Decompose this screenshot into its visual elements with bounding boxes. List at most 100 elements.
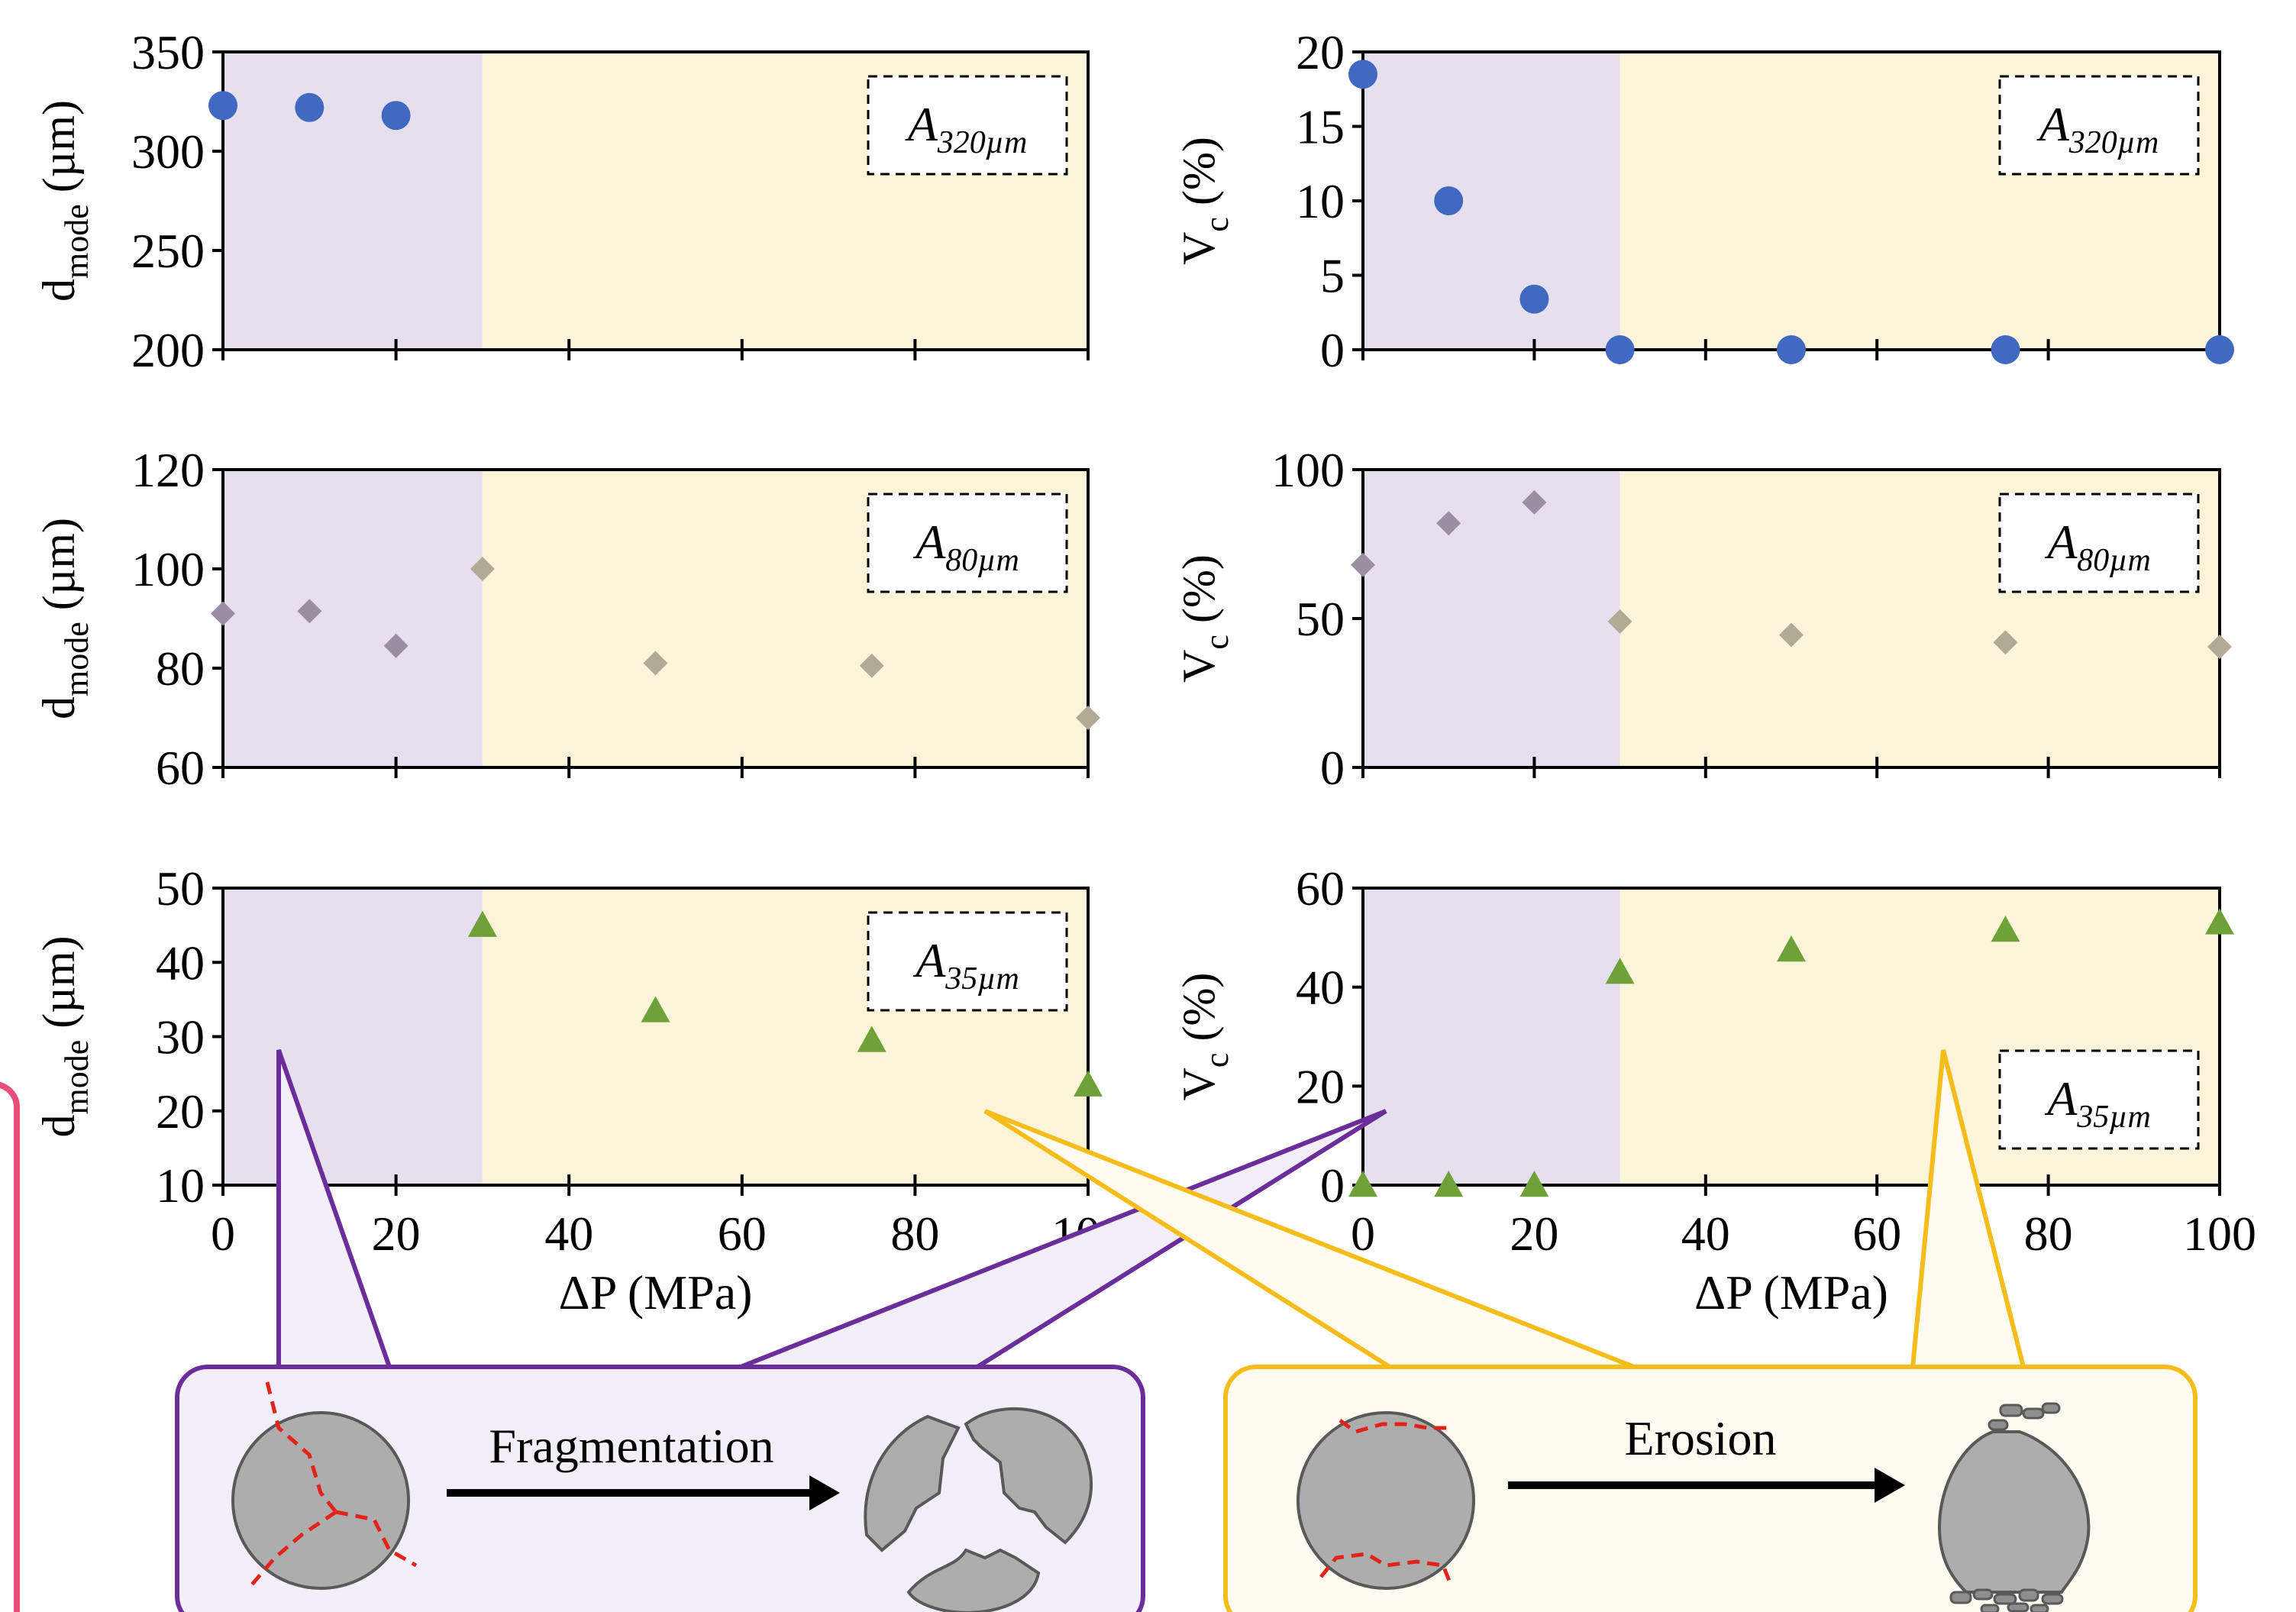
- data-point: [643, 651, 668, 676]
- y-tick-label: 300: [131, 124, 205, 179]
- data-point: [1607, 609, 1632, 634]
- fragmentation-panel: Fragmentation: [175, 1365, 1145, 1612]
- data-point: [1991, 335, 2020, 364]
- y-tick-label: 350: [131, 25, 205, 79]
- data-point: [1348, 1171, 1377, 1197]
- y-tick-label: 50: [1296, 592, 1345, 646]
- data-point: [1434, 1171, 1464, 1197]
- x-tick-label: 40: [544, 1207, 593, 1261]
- data-point: [1076, 706, 1100, 730]
- left-frame-edge: [0, 1081, 20, 1612]
- eroded-particle: [1937, 1430, 2091, 1594]
- data-point: [1522, 489, 1547, 515]
- erosion-arrowhead: [1875, 1468, 1905, 1503]
- sample-tag: A80µm: [2044, 515, 2151, 578]
- fragment-upper-left: [864, 1414, 961, 1552]
- x-axis-title: ΔP (MPa): [559, 1265, 753, 1320]
- fragmentation-arrowhead: [809, 1475, 840, 1510]
- y-tick-label: 30: [156, 1010, 205, 1064]
- y-tick-label: 120: [131, 443, 205, 497]
- data-point: [1434, 186, 1464, 215]
- y-tick-label: 40: [1296, 961, 1345, 1015]
- x-axis-title: ΔP (MPa): [1694, 1265, 1888, 1320]
- y-tick-label: 0: [1320, 741, 1345, 795]
- intact-particle-fragmentation: [231, 1411, 410, 1590]
- panel-dmode-35: 5040302010020406080100ΔP (MPa)dmode (µm)…: [34, 861, 1125, 1320]
- data-point: [211, 601, 235, 626]
- data-point: [1351, 552, 1375, 577]
- y-tick-label: 60: [156, 741, 205, 795]
- data-point: [467, 910, 497, 937]
- x-tick-label: 0: [1351, 1207, 1375, 1261]
- sample-tag-box: [867, 493, 1068, 593]
- x-tick-label: 40: [1681, 1207, 1730, 1261]
- y-tick-label: 20: [156, 1084, 205, 1139]
- data-point: [1436, 511, 1461, 536]
- y-axis-title: Vc (%): [1174, 973, 1235, 1101]
- data-point: [1605, 958, 1635, 984]
- y-tick-label: 5: [1320, 249, 1345, 303]
- fragmentation-regime-band: [223, 470, 483, 767]
- panel-vc-35: 60 40 20 00 20 40 60 80 100 ΔP (MPa) Vc (%) A35µm: [1174, 861, 2256, 1320]
- data-point: [2207, 635, 2232, 660]
- sample-tag-box: [1998, 1049, 2200, 1150]
- x-tick-label: 20: [372, 1207, 421, 1261]
- y-axis-title: Vc (%): [1174, 137, 1235, 265]
- data-point: [295, 92, 325, 122]
- y-tick-label: 100: [131, 542, 205, 596]
- fragment-upper-right: [964, 1407, 1093, 1545]
- x-tick-label: 80: [890, 1207, 939, 1261]
- x-tick-label: 0: [211, 1207, 235, 1261]
- data-point: [859, 653, 884, 678]
- fragmentation-regime-band: [1363, 470, 1620, 767]
- y-axis-title: dmode (µm): [34, 100, 95, 302]
- data-point: [208, 91, 237, 121]
- data-point: [1991, 916, 2020, 942]
- y-tick-label: 20: [1296, 25, 1345, 79]
- y-tick-label: 15: [1296, 100, 1345, 154]
- panel-vc-80: 100 50 0 Vc (%) A80µm: [1174, 443, 2232, 795]
- sample-tag-box: [1998, 75, 2200, 176]
- x-tick-label: 60: [718, 1207, 767, 1261]
- y-axis-title: dmode (µm): [34, 936, 95, 1138]
- y-tick-label: 40: [156, 935, 205, 990]
- surface-crack-bottom: [1319, 1552, 1453, 1585]
- data-point: [2205, 908, 2234, 935]
- data-point: [857, 1026, 886, 1052]
- panel-dmode-80: 120 100 80 60 dmode (µm) A80µm: [34, 443, 1100, 795]
- data-point: [470, 557, 495, 581]
- data-point: [1348, 60, 1377, 89]
- y-tick-label: 0: [1320, 323, 1345, 377]
- fragmentation-regime-band: [223, 52, 483, 350]
- plot-frame: [1361, 887, 2221, 1187]
- data-point: [2205, 335, 2234, 364]
- y-tick-label: 60: [1296, 861, 1345, 916]
- sample-tag-box: [867, 911, 1068, 1012]
- data-point: [1074, 1070, 1103, 1097]
- y-tick-label: 20: [1296, 1059, 1345, 1113]
- x-tick-label: 80: [2024, 1207, 2073, 1261]
- y-tick-label: 250: [131, 224, 205, 278]
- data-point: [1777, 935, 1806, 962]
- crack-network: [250, 1381, 418, 1586]
- sample-tag: A320µm: [2036, 97, 2159, 160]
- x-tick-label: 60: [1852, 1207, 1901, 1261]
- data-point: [297, 599, 322, 624]
- panel-dmode-320: 350 300 250 200 dmode (µm) A320µm: [34, 25, 1090, 377]
- x-tick-label: 20: [1510, 1207, 1558, 1261]
- data-point: [383, 633, 409, 658]
- y-tick-label: 10: [156, 1158, 205, 1213]
- y-tick-label: 50: [156, 861, 205, 916]
- y-tick-label: 0: [1320, 1158, 1345, 1213]
- y-tick-label: 80: [156, 641, 205, 696]
- eroded-debris: [1949, 1402, 2064, 1612]
- sample-tag: A80µm: [912, 515, 1019, 578]
- panel-vc-320: 20 15 10 5 0 Vc (%) A320µm: [1174, 25, 2234, 377]
- sample-tag-box: [867, 75, 1068, 176]
- erosion-label: Erosion: [1624, 1411, 1776, 1465]
- plot-frame: [221, 50, 1090, 351]
- data-point: [381, 101, 411, 131]
- sample-tag-box: [1998, 493, 2200, 593]
